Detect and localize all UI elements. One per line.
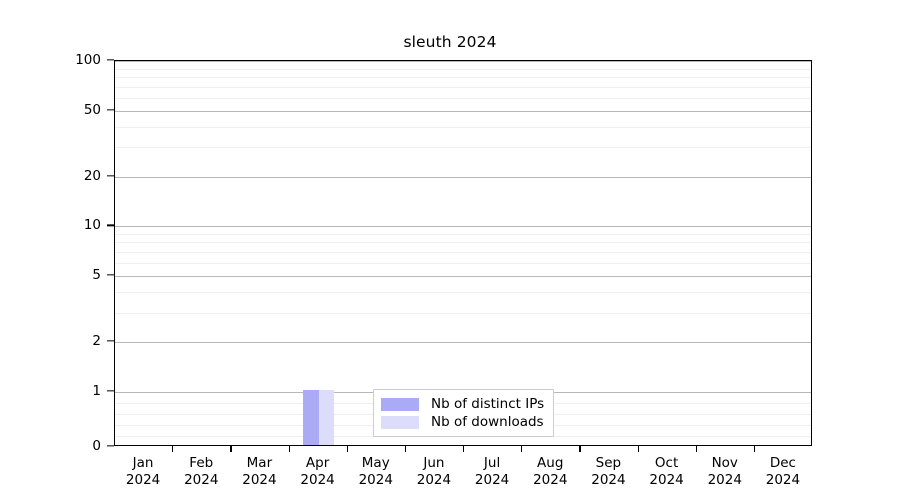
x-tick-label: Dec 2024 <box>766 455 800 488</box>
x-tick-mark <box>521 446 523 452</box>
x-tick-mark <box>230 446 232 452</box>
x-tick-label-line: Jul <box>483 455 501 471</box>
x-tick-label: Oct 2024 <box>649 455 683 488</box>
x-tick-label-line: 2024 <box>125 471 161 488</box>
gridline-minor <box>115 86 811 88</box>
x-tick-label-line: 2024 <box>765 471 801 488</box>
y-tick-mark <box>107 174 114 177</box>
x-tick-label-line: May <box>361 455 390 471</box>
y-tick-label: 100 <box>75 52 101 68</box>
x-tick-mark <box>288 446 290 452</box>
x-tick-label-line: Apr <box>305 455 330 471</box>
x-tick-mark <box>463 446 465 452</box>
gridline-major <box>115 110 811 112</box>
x-tick-label-line: 2024 <box>591 471 626 488</box>
gridline-minor <box>115 312 811 314</box>
y-tick-mark <box>107 274 114 276</box>
y-tick-mark <box>107 390 114 392</box>
x-tick-label-line: Oct <box>654 455 679 471</box>
x-axis-tick-marks <box>114 446 812 454</box>
y-tick-label: 20 <box>83 167 101 184</box>
y-tick-mark <box>107 59 114 61</box>
x-tick-mark <box>346 446 348 452</box>
y-tick-label: 0 <box>92 438 101 454</box>
x-axis-tick-labels: Jan 2024 Feb 2024 Mar 2024 Apr 2024 May 2024 Jun 20… <box>114 455 812 497</box>
x-tick-label-line: 2024 <box>649 471 684 488</box>
x-tick-label-line: 2024 <box>300 471 335 488</box>
gridline-minor <box>115 147 811 149</box>
y-tick-label: 50 <box>83 101 101 118</box>
x-tick-label-line: Dec <box>769 455 796 471</box>
gridline-minor <box>115 242 811 244</box>
legend-label: Nb of downloads <box>431 414 544 430</box>
x-tick-label: May 2024 <box>359 455 393 488</box>
x-tick-label-line: 2024 <box>707 471 742 488</box>
x-tick-label: Apr 2024 <box>300 455 334 488</box>
y-tick-mark <box>107 109 114 111</box>
legend-label: Nb of distinct IPs <box>431 396 545 412</box>
gridline-minor <box>115 292 811 294</box>
gridline-major <box>115 176 811 178</box>
plot-area <box>114 60 812 446</box>
x-tick-label-line: Mar <box>246 455 273 471</box>
gridline-major <box>115 226 811 228</box>
x-tick-label-line: Aug <box>537 455 564 471</box>
y-tick-label: 2 <box>92 333 101 349</box>
x-tick-label: Nov 2024 <box>708 455 742 488</box>
gridline-minor <box>115 126 811 128</box>
bar <box>303 389 319 445</box>
x-tick-label-line: 2024 <box>242 471 277 488</box>
x-tick-label-line: Feb <box>189 455 214 471</box>
gridline-minor <box>115 252 811 254</box>
y-tick-mark <box>107 224 114 227</box>
legend-swatch <box>381 415 419 429</box>
x-tick-label: Feb 2024 <box>184 455 218 488</box>
x-tick-label-line: 2024 <box>474 471 510 488</box>
gridline-major <box>115 276 811 278</box>
x-tick-mark <box>172 446 174 452</box>
gridline-minor <box>115 97 811 99</box>
gridline-major <box>115 342 811 343</box>
legend-swatch <box>381 397 419 411</box>
x-tick-label-line: Sep <box>595 455 622 471</box>
gridline-minor <box>115 233 811 235</box>
y-tick-mark <box>107 445 114 447</box>
y-tick-label: 1 <box>92 382 101 399</box>
x-tick-label: Aug 2024 <box>533 455 567 488</box>
x-tick-label-line: Nov <box>711 455 738 471</box>
gridline-major <box>115 61 811 62</box>
y-axis-tick-labels: 100 50 20 10 5 2 1 0 <box>0 52 101 454</box>
chart-legend: Nb of distinct IPs Nb of downloads <box>373 389 555 437</box>
x-tick-label-line: Jun <box>423 455 445 471</box>
x-tick-label: Jul 2024 <box>475 455 509 488</box>
y-tick-label: 5 <box>92 267 101 284</box>
gridline-minor <box>115 263 811 265</box>
gridline-minor <box>115 68 811 70</box>
x-tick-label-line: Jan <box>132 455 154 471</box>
x-tick-mark <box>637 446 639 452</box>
y-axis-tick-marks <box>0 59 114 447</box>
x-tick-label-line: 2024 <box>533 471 568 488</box>
legend-item[interactable]: Nb of distinct IPs <box>381 395 544 413</box>
x-tick-mark <box>404 446 407 452</box>
x-tick-label-line: 2024 <box>358 471 393 488</box>
x-tick-label: Jun 2024 <box>417 455 451 488</box>
gridline-minor <box>115 77 811 79</box>
x-tick-label-line: 2024 <box>184 471 219 488</box>
x-tick-mark <box>753 446 756 452</box>
x-tick-label: Sep 2024 <box>591 455 625 488</box>
y-tick-mark <box>107 340 114 342</box>
legend-item[interactable]: Nb of downloads <box>381 413 544 431</box>
x-tick-mark <box>695 446 697 452</box>
y-tick-label: 10 <box>83 217 101 234</box>
x-tick-mark <box>579 446 581 452</box>
bar <box>318 389 334 445</box>
chart-title: sleuth 2024 <box>403 33 497 51</box>
x-tick-label: Mar 2024 <box>242 455 276 488</box>
x-tick-label-line: 2024 <box>416 471 452 488</box>
x-tick-label: Jan 2024 <box>126 455 160 488</box>
bars-layer <box>115 61 811 445</box>
